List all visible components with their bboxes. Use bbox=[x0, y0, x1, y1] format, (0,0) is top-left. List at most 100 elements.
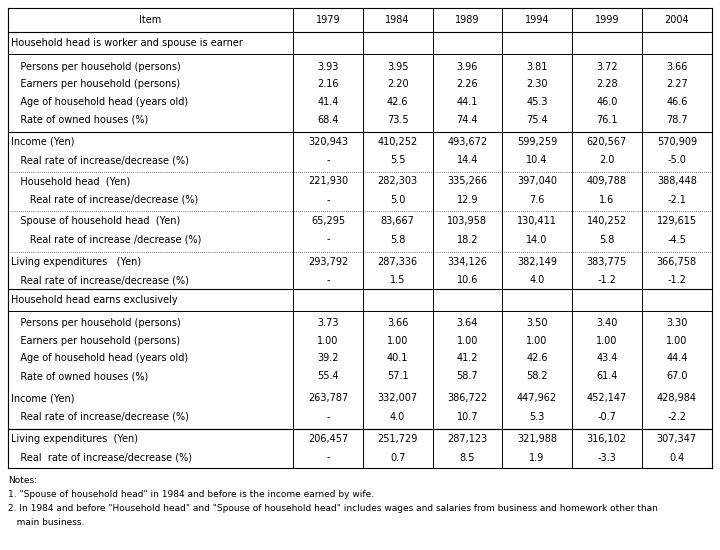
Text: -4.5: -4.5 bbox=[667, 234, 686, 245]
Text: 1989: 1989 bbox=[455, 15, 480, 25]
Text: 1984: 1984 bbox=[385, 15, 410, 25]
Text: 39.2: 39.2 bbox=[318, 354, 338, 364]
Text: 3.73: 3.73 bbox=[318, 318, 338, 328]
Text: 44.4: 44.4 bbox=[666, 354, 688, 364]
Text: 1.00: 1.00 bbox=[666, 336, 688, 346]
Text: Earners per household (persons): Earners per household (persons) bbox=[11, 79, 180, 89]
Text: 452,147: 452,147 bbox=[587, 393, 627, 403]
Text: 263,787: 263,787 bbox=[308, 393, 348, 403]
Text: 1.00: 1.00 bbox=[596, 336, 618, 346]
Text: 41.2: 41.2 bbox=[456, 354, 478, 364]
Text: Real rate of increase/decrease (%): Real rate of increase/decrease (%) bbox=[11, 412, 189, 422]
Text: 43.4: 43.4 bbox=[596, 354, 618, 364]
Text: -1.2: -1.2 bbox=[667, 276, 686, 285]
Text: Age of household head (years old): Age of household head (years old) bbox=[11, 354, 188, 364]
Text: 0.7: 0.7 bbox=[390, 453, 405, 463]
Text: 570,909: 570,909 bbox=[657, 136, 697, 146]
Text: 44.1: 44.1 bbox=[456, 97, 478, 107]
Text: Spouse of household head  (Yen): Spouse of household head (Yen) bbox=[11, 216, 180, 226]
Text: Real rate of increase /decrease (%): Real rate of increase /decrease (%) bbox=[11, 234, 202, 245]
Text: -2.1: -2.1 bbox=[667, 195, 686, 205]
Text: Persons per household (persons): Persons per household (persons) bbox=[11, 62, 181, 72]
Text: 335,266: 335,266 bbox=[447, 176, 487, 186]
Text: 493,672: 493,672 bbox=[447, 136, 487, 146]
Text: 12.9: 12.9 bbox=[456, 195, 478, 205]
Text: 3.50: 3.50 bbox=[526, 318, 548, 328]
Text: 45.3: 45.3 bbox=[526, 97, 548, 107]
Text: 2.30: 2.30 bbox=[526, 79, 548, 89]
Text: 5.5: 5.5 bbox=[390, 155, 405, 165]
Text: 2.20: 2.20 bbox=[387, 79, 408, 89]
Text: 2.27: 2.27 bbox=[666, 79, 688, 89]
Text: 2. In 1984 and before "Household head" and "Spouse of household head" includes w: 2. In 1984 and before "Household head" a… bbox=[8, 504, 658, 513]
Text: 42.6: 42.6 bbox=[526, 354, 548, 364]
Text: 0.4: 0.4 bbox=[669, 453, 685, 463]
Text: 76.1: 76.1 bbox=[596, 114, 618, 124]
Text: 293,792: 293,792 bbox=[308, 256, 348, 267]
Text: 307,347: 307,347 bbox=[657, 434, 697, 444]
Text: -: - bbox=[326, 195, 330, 205]
Text: -5.0: -5.0 bbox=[667, 155, 686, 165]
Text: 3.93: 3.93 bbox=[318, 62, 338, 72]
Text: 3.40: 3.40 bbox=[596, 318, 618, 328]
Text: 10.4: 10.4 bbox=[526, 155, 548, 165]
Text: 320,943: 320,943 bbox=[308, 136, 348, 146]
Text: 78.7: 78.7 bbox=[666, 114, 688, 124]
Text: 321,988: 321,988 bbox=[517, 434, 557, 444]
Text: 46.6: 46.6 bbox=[666, 97, 688, 107]
Text: 75.4: 75.4 bbox=[526, 114, 548, 124]
Text: 447,962: 447,962 bbox=[517, 393, 557, 403]
Text: 129,615: 129,615 bbox=[657, 216, 697, 226]
Text: 2.26: 2.26 bbox=[456, 79, 478, 89]
Text: -: - bbox=[326, 453, 330, 463]
Text: 42.6: 42.6 bbox=[387, 97, 408, 107]
Text: 251,729: 251,729 bbox=[377, 434, 418, 444]
Text: 40.1: 40.1 bbox=[387, 354, 408, 364]
Text: 1.9: 1.9 bbox=[529, 453, 545, 463]
Text: 1979: 1979 bbox=[315, 15, 341, 25]
Text: Rate of owned houses (%): Rate of owned houses (%) bbox=[11, 371, 148, 381]
Text: 65,295: 65,295 bbox=[311, 216, 345, 226]
Text: 3.95: 3.95 bbox=[387, 62, 408, 72]
Text: 2004: 2004 bbox=[665, 15, 689, 25]
Text: 334,126: 334,126 bbox=[447, 256, 487, 267]
Text: 282,303: 282,303 bbox=[377, 176, 418, 186]
Text: 409,788: 409,788 bbox=[587, 176, 626, 186]
Text: 3.96: 3.96 bbox=[456, 62, 478, 72]
Text: 2.28: 2.28 bbox=[596, 79, 618, 89]
Text: 103,958: 103,958 bbox=[447, 216, 487, 226]
Text: 332,007: 332,007 bbox=[377, 393, 418, 403]
Text: 3.66: 3.66 bbox=[666, 62, 688, 72]
Text: Income (Yen): Income (Yen) bbox=[11, 136, 74, 146]
Text: 410,252: 410,252 bbox=[377, 136, 418, 146]
Text: 397,040: 397,040 bbox=[517, 176, 557, 186]
Text: 10.7: 10.7 bbox=[456, 412, 478, 422]
Text: Household head  (Yen): Household head (Yen) bbox=[11, 176, 130, 186]
Bar bbox=[8, 8, 712, 468]
Text: 130,411: 130,411 bbox=[517, 216, 557, 226]
Text: Living expenditures  (Yen): Living expenditures (Yen) bbox=[11, 434, 138, 444]
Text: 206,457: 206,457 bbox=[308, 434, 348, 444]
Text: 41.4: 41.4 bbox=[318, 97, 338, 107]
Text: Rate of owned houses (%): Rate of owned houses (%) bbox=[11, 114, 148, 124]
Text: 4.0: 4.0 bbox=[529, 276, 545, 285]
Text: 61.4: 61.4 bbox=[596, 371, 618, 381]
Text: 83,667: 83,667 bbox=[381, 216, 415, 226]
Text: 620,567: 620,567 bbox=[587, 136, 627, 146]
Text: -: - bbox=[326, 155, 330, 165]
Text: 14.0: 14.0 bbox=[526, 234, 548, 245]
Text: 383,775: 383,775 bbox=[587, 256, 627, 267]
Text: main business.: main business. bbox=[8, 518, 84, 527]
Text: Earners per household (persons): Earners per household (persons) bbox=[11, 336, 180, 346]
Text: Real rate of increase/decrease (%): Real rate of increase/decrease (%) bbox=[11, 195, 198, 205]
Text: 5.8: 5.8 bbox=[390, 234, 405, 245]
Text: 1.6: 1.6 bbox=[599, 195, 614, 205]
Text: 18.2: 18.2 bbox=[456, 234, 478, 245]
Text: 5.3: 5.3 bbox=[529, 412, 545, 422]
Text: 316,102: 316,102 bbox=[587, 434, 626, 444]
Text: 382,149: 382,149 bbox=[517, 256, 557, 267]
Text: 14.4: 14.4 bbox=[456, 155, 478, 165]
Text: 1.5: 1.5 bbox=[390, 276, 405, 285]
Text: 3.72: 3.72 bbox=[596, 62, 618, 72]
Text: -0.7: -0.7 bbox=[598, 412, 616, 422]
